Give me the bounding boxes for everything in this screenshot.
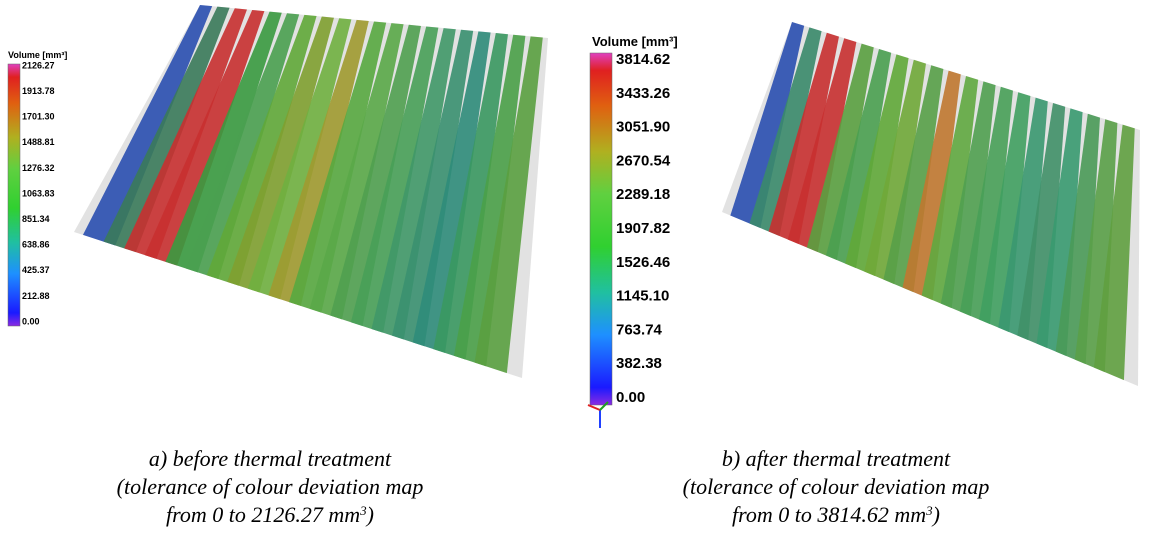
caption-part: ) (931, 502, 940, 527)
scale-label: 425.37 (22, 265, 50, 275)
caption: (tolerance of colour deviation map (683, 474, 990, 499)
scale-label: 2126.27 (22, 60, 55, 70)
axis-triad (588, 402, 608, 428)
scale-label: 3051.90 (616, 119, 670, 136)
caption: (tolerance of colour deviation map (117, 474, 424, 499)
colorbar (590, 53, 612, 405)
scale-label: 1701.30 (22, 112, 55, 122)
scale-label: 0.00 (22, 316, 40, 326)
scale-label: 2670.54 (616, 152, 671, 169)
figure: Volume [mm³] Volume [mm³] 2126.27 1913.78… (0, 0, 1156, 537)
scale-label: 1907.82 (616, 220, 670, 237)
scale-label: 0.00 (616, 389, 645, 406)
scale-label: 1276.32 (22, 163, 55, 173)
legend-title: Volume [mm³] (592, 34, 678, 49)
scale-label: 212.88 (22, 291, 50, 301)
caption: from 0 to 3814.62 mm3) (732, 502, 940, 527)
scale-label: 2289.18 (616, 186, 670, 203)
scale-label: 1913.78 (22, 86, 55, 96)
caption: from 0 to 2126.27 mm3) (166, 502, 374, 527)
scale-label: 1526.46 (616, 254, 670, 271)
scale-label: 638.86 (22, 240, 50, 250)
caption: a) before thermal treatment (149, 446, 392, 471)
scale-label: 3814.62 (616, 51, 670, 68)
caption-part: ) (365, 502, 374, 527)
page: {"panels": [ {"legend_title": "Volume [m… (0, 0, 1156, 537)
scale-label: 1145.10 (616, 288, 669, 305)
scale-label: 763.74 (616, 321, 663, 338)
captions: a) before thermal treatment (tolerance of… (117, 446, 990, 527)
scale-label: 851.34 (22, 214, 50, 224)
colorbar (8, 64, 20, 326)
scale-label: 3433.26 (616, 85, 670, 102)
caption-part: from 0 to 2126.27 mm (166, 502, 360, 527)
caption: b) after thermal treatment (722, 446, 951, 471)
scale-label: 1488.81 (22, 137, 55, 147)
legend-title: Volume [mm³] (8, 50, 67, 60)
caption-part: from 0 to 3814.62 mm (732, 502, 926, 527)
scale-label: 1063.83 (22, 188, 55, 198)
scale-label: 382.38 (616, 355, 662, 372)
